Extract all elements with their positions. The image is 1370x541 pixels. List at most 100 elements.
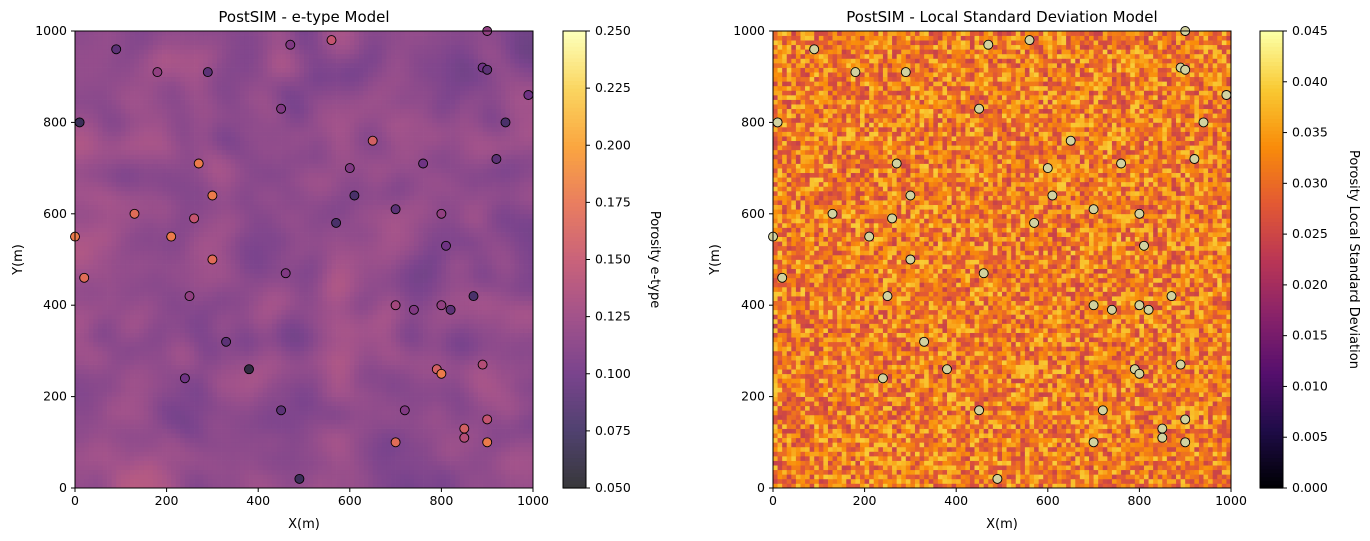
heatmap-cell — [167, 328, 172, 333]
heatmap-cell — [373, 278, 378, 283]
heatmap-cell — [121, 479, 126, 484]
heatmap-cell — [441, 287, 446, 292]
heatmap-cell — [167, 392, 172, 397]
heatmap-cell — [199, 305, 204, 310]
heatmap-cell — [249, 291, 254, 296]
heatmap-cell — [478, 314, 483, 319]
heatmap-cell — [240, 282, 245, 287]
heatmap-cell — [336, 337, 341, 342]
heatmap-cell — [212, 296, 217, 301]
heatmap-cell — [167, 415, 172, 420]
heatmap-cell — [451, 273, 456, 278]
heatmap-cell — [144, 392, 149, 397]
heatmap-cell — [409, 314, 414, 319]
heatmap-cell — [382, 479, 387, 484]
heatmap-cell — [93, 378, 98, 383]
heatmap-cell — [487, 401, 492, 406]
heatmap-cell — [391, 264, 396, 269]
heatmap-cell — [483, 470, 488, 475]
heatmap-cell — [419, 456, 424, 461]
heatmap-cell — [409, 333, 414, 338]
heatmap-cell — [304, 269, 309, 274]
heatmap-cell — [336, 314, 341, 319]
heatmap-cell — [478, 319, 483, 324]
heatmap-cell — [341, 287, 346, 292]
heatmap-cell — [258, 282, 263, 287]
heatmap-cell — [157, 387, 162, 392]
heatmap-cell — [121, 310, 126, 315]
heatmap-cell — [446, 401, 451, 406]
heatmap-cell — [354, 310, 359, 315]
heatmap-cell — [162, 461, 167, 466]
heatmap-cell — [441, 260, 446, 265]
heatmap-cell — [240, 456, 245, 461]
heatmap-cell — [167, 387, 172, 392]
heatmap-cell — [373, 365, 378, 370]
heatmap-cell — [496, 310, 501, 315]
heatmap-cell — [313, 415, 318, 420]
heatmap-cell — [391, 424, 396, 429]
heatmap-cell — [446, 264, 451, 269]
heatmap-cell — [295, 351, 300, 356]
heatmap-cell — [510, 328, 515, 333]
heatmap-cell — [144, 301, 149, 306]
heatmap-cell — [336, 461, 341, 466]
heatmap-cell — [455, 474, 460, 479]
heatmap-cell — [235, 424, 240, 429]
heatmap-cell — [144, 365, 149, 370]
heatmap-cell — [386, 392, 391, 397]
heatmap-cell — [125, 410, 130, 415]
heatmap-cell — [304, 260, 309, 265]
heatmap-cell — [487, 264, 492, 269]
heatmap-cell — [354, 369, 359, 374]
heatmap-cell — [451, 401, 456, 406]
heatmap-cell — [441, 291, 446, 296]
heatmap-cell — [524, 465, 529, 470]
heatmap-cell — [231, 461, 236, 466]
heatmap-cell — [84, 419, 89, 424]
heatmap-cell — [116, 346, 121, 351]
heatmap-cell — [107, 346, 112, 351]
heatmap-cell — [386, 360, 391, 365]
heatmap-cell — [386, 351, 391, 356]
heatmap-cell — [277, 355, 282, 360]
heatmap-cell — [258, 323, 263, 328]
heatmap-cell — [249, 287, 254, 292]
heatmap-cell — [382, 465, 387, 470]
heatmap-cell — [153, 360, 158, 365]
heatmap-cell — [350, 296, 355, 301]
heatmap-cell — [309, 351, 314, 356]
heatmap-cell — [386, 365, 391, 370]
heatmap-cell — [318, 383, 323, 388]
heatmap-cell — [478, 328, 483, 333]
heatmap-cell — [244, 301, 249, 306]
heatmap-cell — [199, 429, 204, 434]
heatmap-cell — [419, 337, 424, 342]
heatmap-cell — [386, 456, 391, 461]
heatmap-cell — [231, 429, 236, 434]
heatmap-cell — [368, 451, 373, 456]
heatmap-cell — [107, 369, 112, 374]
heatmap-cell — [396, 456, 401, 461]
heatmap-cell — [492, 392, 497, 397]
heatmap-cell — [240, 392, 245, 397]
heatmap-cell — [487, 378, 492, 383]
heatmap-cell — [199, 447, 204, 452]
heatmap-cell — [286, 365, 291, 370]
heatmap-cell — [226, 269, 231, 274]
heatmap-cell — [267, 479, 272, 484]
heatmap-cell — [386, 438, 391, 443]
heatmap-cell — [167, 355, 172, 360]
heatmap-cell — [212, 351, 217, 356]
heatmap-cell — [336, 319, 341, 324]
heatmap-cell — [180, 401, 185, 406]
heatmap-cell — [341, 401, 346, 406]
heatmap-cell — [286, 410, 291, 415]
heatmap-cell — [171, 319, 176, 324]
heatmap-cell — [171, 360, 176, 365]
heatmap-cell — [277, 479, 282, 484]
heatmap-cell — [290, 406, 295, 411]
heatmap-cell — [244, 474, 249, 479]
heatmap-cell — [299, 314, 304, 319]
heatmap-cell — [400, 374, 405, 379]
